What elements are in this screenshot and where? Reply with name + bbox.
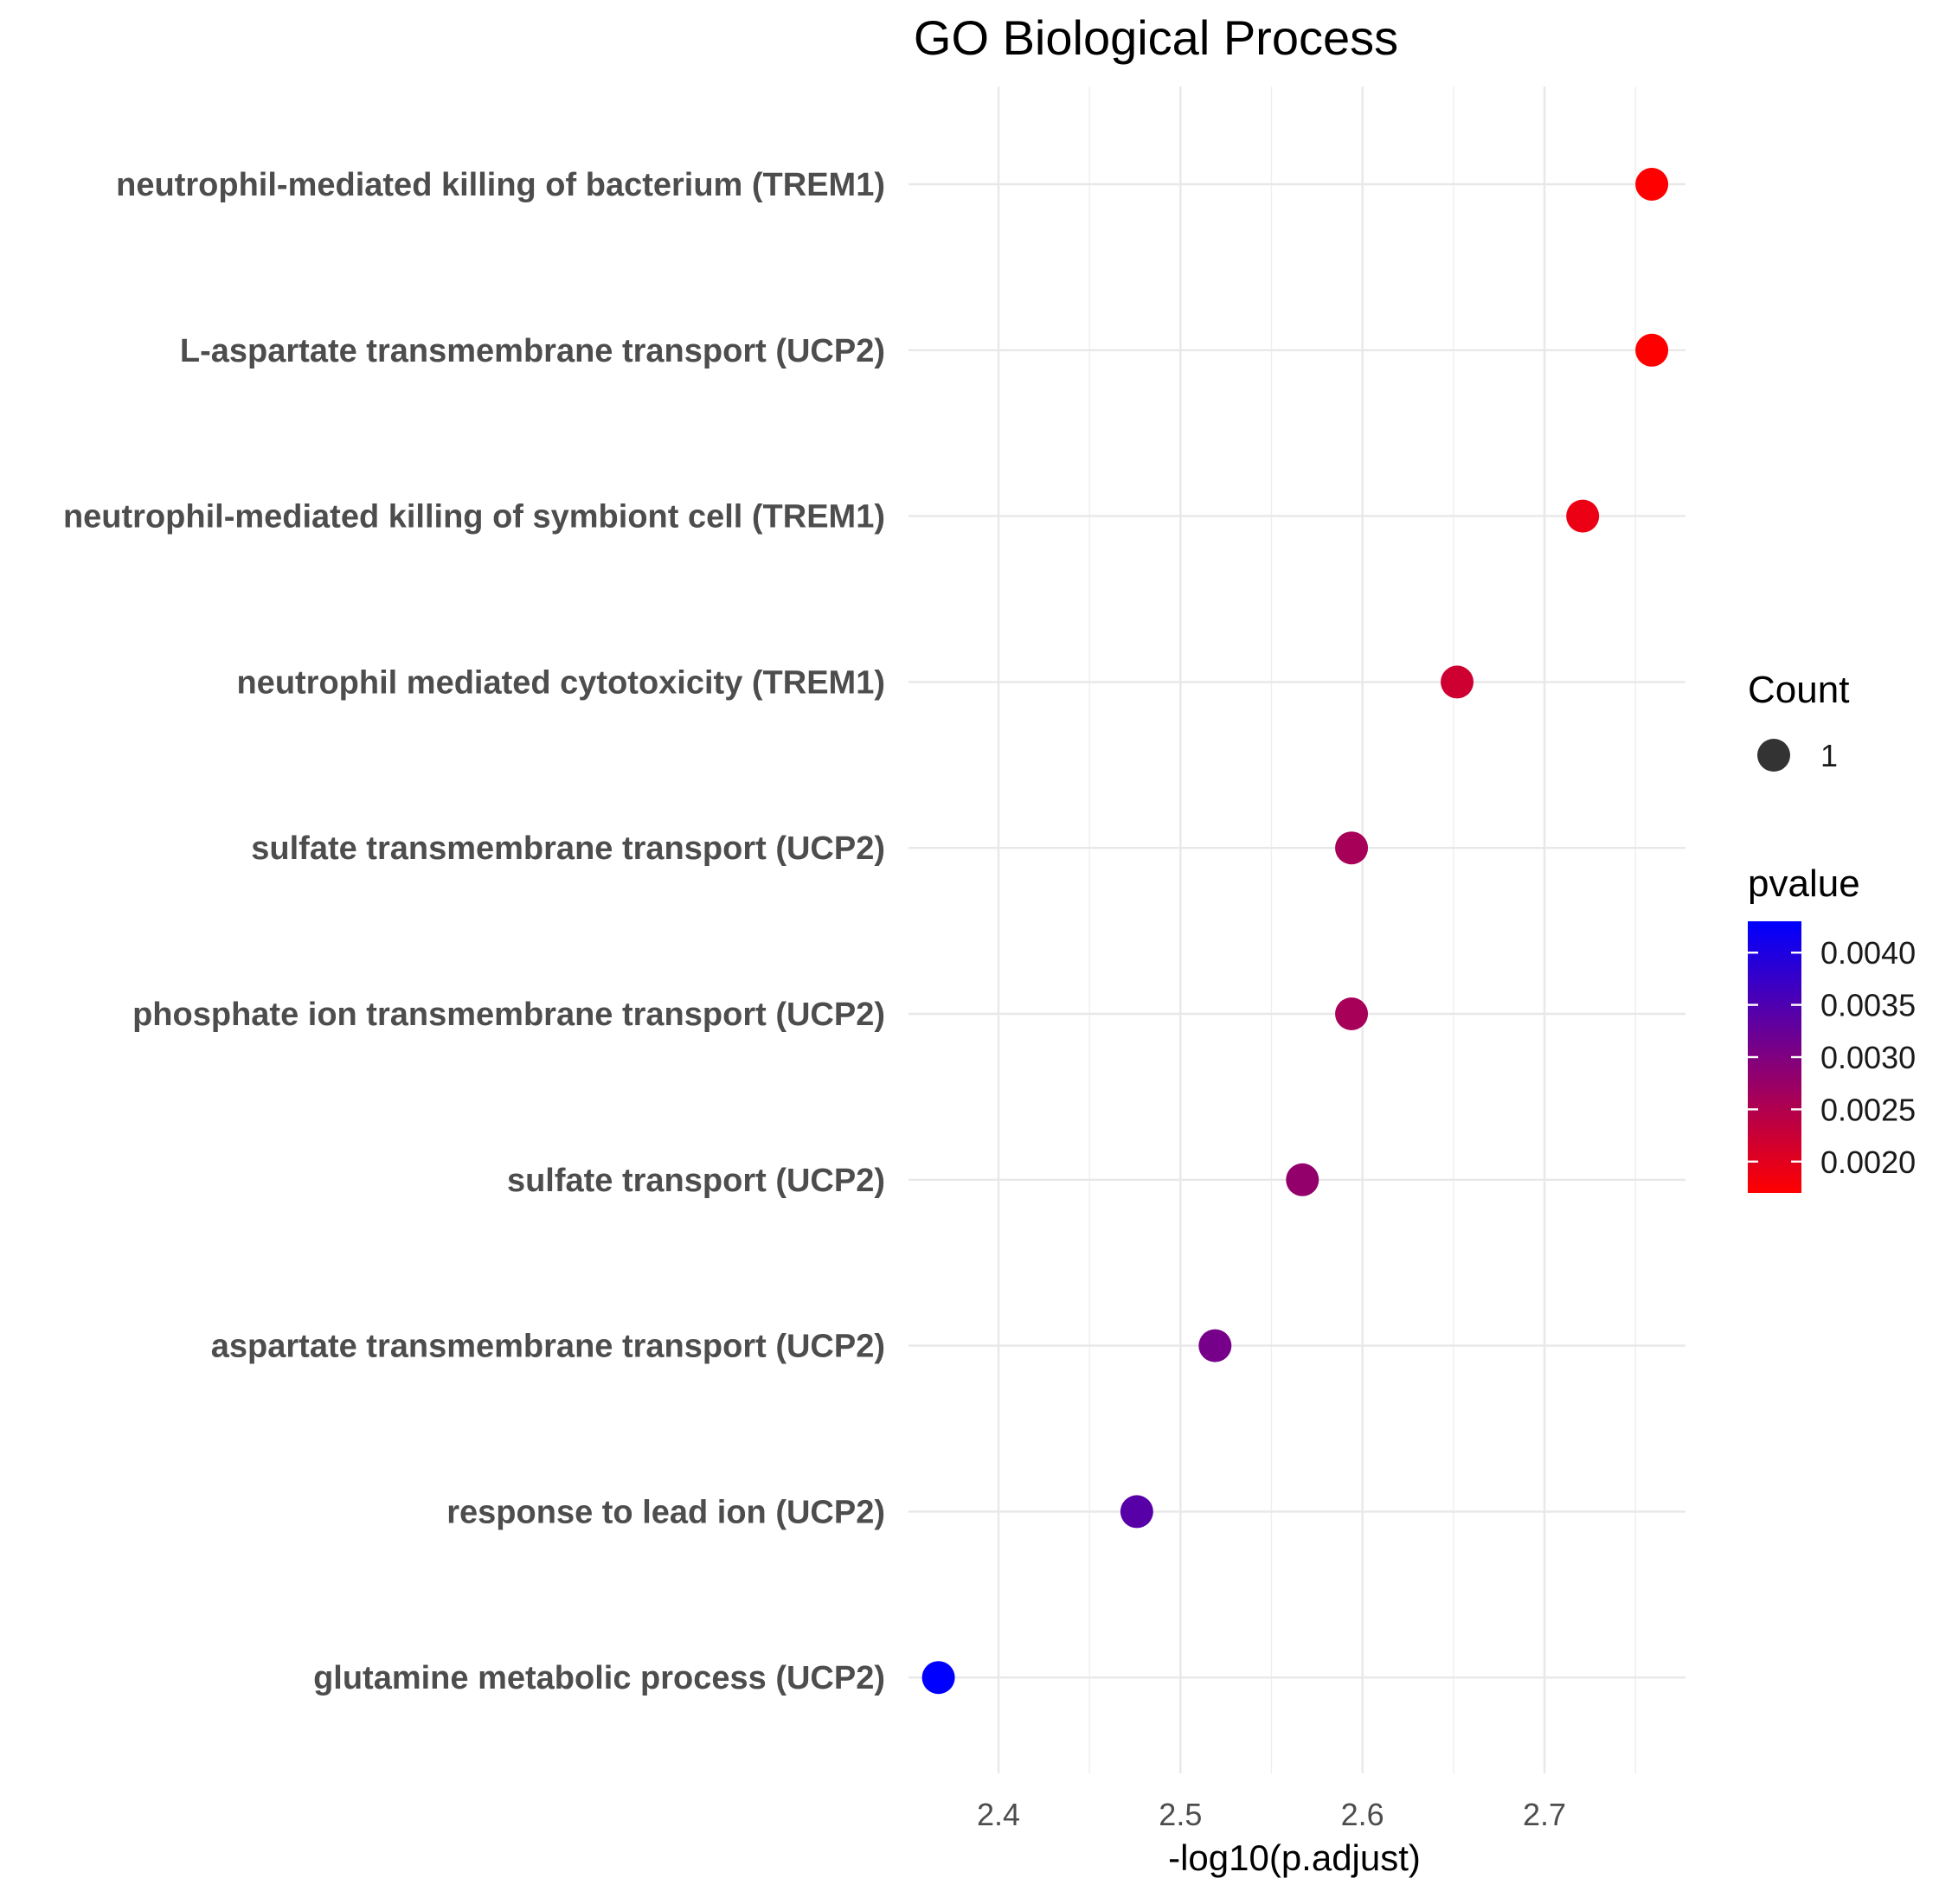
category-label: neutrophil-mediated killing of symbiont … bbox=[63, 499, 885, 535]
data-point bbox=[1335, 997, 1369, 1030]
category-label: response to lead ion (UCP2) bbox=[446, 1494, 885, 1530]
category-label: phosphate ion transmembrane transport (U… bbox=[132, 997, 885, 1033]
category-label: sulfate transmembrane transport (UCP2) bbox=[251, 830, 885, 867]
category-label: glutamine metabolic process (UCP2) bbox=[313, 1660, 885, 1696]
plot-grid bbox=[909, 87, 1685, 1773]
colorbar-tick-label: 0.0035 bbox=[1820, 988, 1916, 1023]
legend-count-title: Count bbox=[1748, 669, 1849, 711]
legend-count-label: 1 bbox=[1820, 738, 1838, 773]
category-label: neutrophil mediated cytotoxicity (TREM1) bbox=[236, 664, 885, 701]
data-points bbox=[921, 168, 1669, 1695]
x-tick-label: 2.4 bbox=[977, 1797, 1020, 1832]
x-tick-label: 2.6 bbox=[1341, 1797, 1384, 1832]
category-label: L-aspartate transmembrane transport (UCP… bbox=[180, 333, 885, 369]
x-tick-label: 2.5 bbox=[1159, 1797, 1202, 1832]
data-point bbox=[1335, 831, 1369, 865]
colorbar-tick-label: 0.0030 bbox=[1820, 1040, 1916, 1075]
category-label: sulfate transport (UCP2) bbox=[507, 1163, 885, 1199]
x-tick-labels: 2.4 2.5 2.6 2.7 bbox=[977, 1797, 1566, 1832]
data-point bbox=[1286, 1163, 1319, 1196]
data-point bbox=[1566, 499, 1600, 533]
legend-pvalue-title: pvalue bbox=[1748, 862, 1860, 905]
legend: Count 1 pvalue 0.00200.00250.00300.00350… bbox=[1748, 669, 1916, 1193]
legend-count-dot bbox=[1757, 739, 1790, 772]
category-label: aspartate transmembrane transport (UCP2) bbox=[211, 1329, 885, 1365]
data-point bbox=[921, 1661, 955, 1695]
colorbar-tick-label: 0.0040 bbox=[1820, 935, 1916, 971]
data-point bbox=[1635, 333, 1669, 367]
category-label: neutrophil-mediated killing of bacterium… bbox=[116, 167, 885, 203]
colorbar-tick-label: 0.0020 bbox=[1820, 1144, 1916, 1180]
data-point bbox=[1198, 1329, 1232, 1362]
data-point bbox=[1635, 168, 1669, 201]
legend-colorbar-ticks: 0.0020 0.0025 0.0030 0.0035 0.0040 bbox=[1748, 935, 1916, 1180]
chart-title: GO Biological Process bbox=[914, 10, 1398, 65]
colorbar-tick-label: 0.0025 bbox=[1820, 1092, 1916, 1127]
x-axis-title: -log10(p.adjust) bbox=[1168, 1837, 1421, 1878]
data-point bbox=[1441, 665, 1474, 699]
category-labels: neutrophil-mediated killing of bacterium… bbox=[63, 167, 885, 1696]
x-tick-label: 2.7 bbox=[1523, 1797, 1566, 1832]
data-point bbox=[1120, 1495, 1153, 1529]
